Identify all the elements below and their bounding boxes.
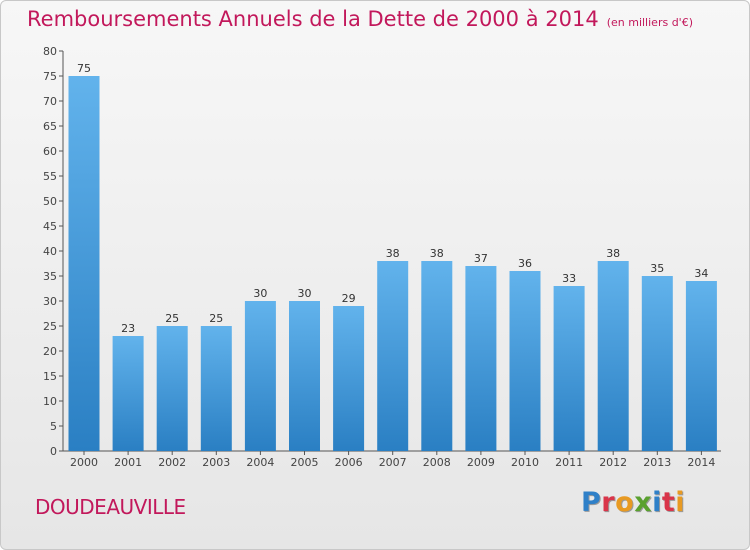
logo-letter: i — [675, 487, 686, 518]
x-tick-label: 2009 — [467, 456, 495, 469]
bar — [156, 326, 188, 451]
y-tick-label: 45 — [43, 220, 57, 233]
bar — [553, 286, 585, 451]
bar-value-label: 25 — [209, 312, 223, 325]
y-tick-label: 20 — [43, 345, 57, 358]
x-tick-label: 2003 — [202, 456, 230, 469]
proxiti-logo[interactable]: Proxiti — [581, 487, 685, 518]
x-tick-label: 2005 — [291, 456, 319, 469]
bar — [200, 326, 232, 451]
x-tick-label: 2007 — [379, 456, 407, 469]
bar — [68, 76, 100, 451]
city-name: DOUDEAUVILLE — [35, 495, 186, 519]
bar-value-label: 30 — [253, 287, 267, 300]
x-tick-label: 2013 — [643, 456, 671, 469]
y-tick-label: 25 — [43, 320, 57, 333]
bar-value-label: 33 — [562, 272, 576, 285]
bar — [377, 261, 409, 451]
y-tick-label: 65 — [43, 120, 57, 133]
x-tick-label: 2008 — [423, 456, 451, 469]
bar-value-label: 34 — [694, 267, 708, 280]
bar — [244, 301, 276, 451]
x-tick-label: 2000 — [70, 456, 98, 469]
x-tick-label: 2011 — [555, 456, 583, 469]
bar-value-label: 25 — [165, 312, 179, 325]
axes: 0 5 10 15 20 25 30 35 40 45 50 55 60 65 70 75 80 2000 2001… — [43, 45, 721, 469]
y-tick-label: 50 — [43, 195, 57, 208]
bars — [68, 76, 717, 451]
y-tick-label: 30 — [43, 295, 57, 308]
data-labels: 75 23 25 25 30 30 29 38 38 37 36 33 38 35 34 — [77, 62, 708, 335]
bar — [289, 301, 320, 451]
x-tick-label: 2014 — [687, 456, 715, 469]
logo-letter: o — [615, 487, 635, 518]
x-tick-label: 2006 — [335, 456, 363, 469]
bar-value-label: 75 — [77, 62, 91, 75]
bar-value-label: 23 — [121, 322, 135, 335]
x-tick-label: 2002 — [158, 456, 186, 469]
logo-letter: P — [581, 487, 602, 518]
logo-letter: x — [634, 487, 653, 518]
bar-value-label: 36 — [518, 257, 532, 270]
x-tick-label: 2010 — [511, 456, 539, 469]
bar-value-label: 38 — [430, 247, 444, 260]
bar-value-label: 29 — [342, 292, 356, 305]
x-tick-label: 2001 — [114, 456, 142, 469]
y-tick-label: 55 — [43, 170, 57, 183]
bar-value-label: 30 — [298, 287, 312, 300]
bar — [597, 261, 629, 451]
y-tick-label: 35 — [43, 270, 57, 283]
y-tick-label: 60 — [43, 145, 57, 158]
chart-title: Remboursements Annuels de la Dette de 20… — [27, 7, 693, 31]
y-tick-label: 80 — [43, 45, 57, 58]
x-tick-label: 2012 — [599, 456, 627, 469]
bar — [685, 281, 717, 451]
x-tick-label: 2004 — [246, 456, 274, 469]
y-tick-label: 75 — [43, 70, 57, 83]
logo-letter: i — [652, 487, 662, 518]
bar-value-label: 35 — [650, 262, 664, 275]
y-tick-label: 0 — [50, 445, 57, 458]
chart-unit: (en milliers d'€) — [606, 16, 693, 29]
logo-letter: t — [661, 487, 676, 518]
chart-title-text: Remboursements Annuels de la Dette de 20… — [27, 7, 599, 31]
bar — [509, 271, 541, 451]
y-tick-label: 10 — [43, 395, 57, 408]
y-tick-label: 70 — [43, 95, 57, 108]
bar — [112, 336, 144, 451]
bar — [465, 266, 497, 451]
bar-value-label: 37 — [474, 252, 488, 265]
y-tick-label: 5 — [50, 420, 57, 433]
logo-letter: r — [601, 487, 616, 518]
bar — [641, 276, 673, 451]
bar-value-label: 38 — [386, 247, 400, 260]
y-tick-label: 15 — [43, 370, 57, 383]
bar — [421, 261, 453, 451]
bar-value-label: 38 — [606, 247, 620, 260]
y-tick-label: 40 — [43, 245, 57, 258]
bar — [333, 306, 365, 451]
